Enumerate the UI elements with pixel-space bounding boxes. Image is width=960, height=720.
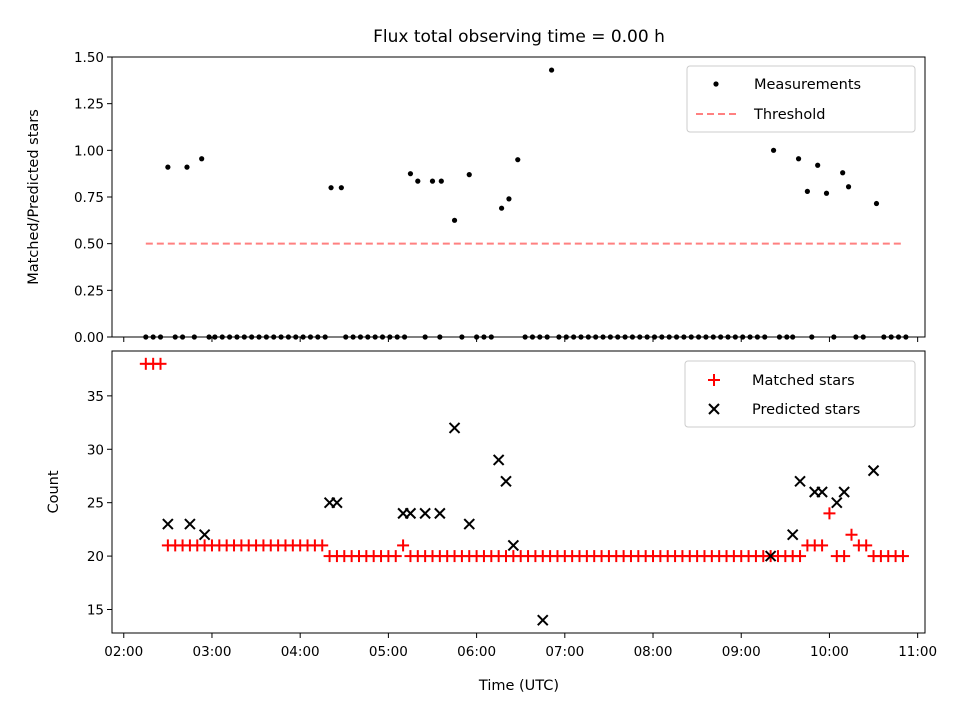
bottom-y-tick-label: 25 xyxy=(87,496,104,512)
matched-star-point xyxy=(860,539,872,551)
predicted-star-point xyxy=(200,530,210,540)
measurement-point xyxy=(846,184,851,189)
matched-star-point xyxy=(390,550,402,562)
top-y-axis-label: Matched/Predicted stars xyxy=(26,109,42,285)
measurement-point xyxy=(430,179,435,184)
top-y-tick-label: 0.50 xyxy=(74,237,104,253)
top-legend: Measurements Threshold xyxy=(687,66,915,132)
top-y-tick-label: 0.25 xyxy=(74,283,104,299)
bottom-y-tick-label: 30 xyxy=(87,442,104,458)
top-y-tick-label: 1.50 xyxy=(74,50,104,66)
predicted-star-point xyxy=(508,540,518,550)
measurement-point xyxy=(328,185,333,190)
legend-label-measurements: Measurements xyxy=(754,77,861,93)
predicted-star-point xyxy=(788,530,798,540)
measurement-point xyxy=(796,156,801,161)
matched-star-point xyxy=(155,358,167,370)
measurement-point xyxy=(408,171,413,176)
chart-title: Flux total observing time = 0.00 h xyxy=(373,27,665,47)
top-panel: 0.00 0.25 0.50 0.75 1.00 1.25 1.50 Matched/Pre… xyxy=(26,50,925,346)
measurement-point xyxy=(824,191,829,196)
bottom-y-tick-label: 20 xyxy=(87,549,104,565)
measurement-point xyxy=(339,185,344,190)
bottom-y-tick-label: 15 xyxy=(87,603,104,619)
predicted-star-point xyxy=(185,519,195,529)
bottom-y-axis-label: Count xyxy=(46,470,62,513)
measurement-point xyxy=(415,179,420,184)
predicted-star-point xyxy=(795,476,805,486)
measurement-point xyxy=(499,206,504,211)
matched-star-point xyxy=(823,507,835,519)
predicted-star-point xyxy=(435,508,445,518)
measurement-point xyxy=(439,179,444,184)
measurement-point xyxy=(549,67,554,72)
bottom-x-tick-label: 05:00 xyxy=(369,644,408,660)
measurement-point xyxy=(467,172,472,177)
bottom-x-tick-label: 09:00 xyxy=(722,644,761,660)
predicted-star-point xyxy=(464,519,474,529)
bottom-panel: 15 20 25 30 35 02:00 03:00 04:00 05:00 06:00 07:00… xyxy=(46,351,937,694)
predicted-star-point xyxy=(839,487,849,497)
bottom-x-tick-label: 07:00 xyxy=(545,644,584,660)
predicted-star-point xyxy=(163,519,173,529)
measurement-point xyxy=(815,163,820,168)
legend-label-predicted-stars: Predicted stars xyxy=(752,402,860,418)
predicted-star-point xyxy=(450,423,460,433)
measurement-point xyxy=(199,156,204,161)
measurement-point xyxy=(506,196,511,201)
measurement-point xyxy=(771,148,776,153)
bottom-x-tick-label: 10:00 xyxy=(810,644,849,660)
predicted-star-point xyxy=(405,508,415,518)
predicted-star-point xyxy=(538,615,548,625)
bottom-x-tick-label: 08:00 xyxy=(634,644,673,660)
bottom-x-tick-label: 04:00 xyxy=(281,644,320,660)
x-axis-label: Time (UTC) xyxy=(478,678,559,694)
predicted-star-point xyxy=(501,476,511,486)
measurement-point xyxy=(515,157,520,162)
figure: Flux total observing time = 0.00 h 0.000… xyxy=(0,0,960,720)
legend-marker-measurements xyxy=(713,81,718,86)
legend-label-threshold: Threshold xyxy=(753,107,825,123)
predicted-star-point xyxy=(494,455,504,465)
matched-star-point xyxy=(845,529,857,541)
bottom-x-tick-label: 02:00 xyxy=(104,644,143,660)
top-y-tick-label: 1.25 xyxy=(74,97,104,113)
matched-star-point xyxy=(816,539,828,551)
top-y-tick-label: 0.75 xyxy=(74,190,104,206)
matched-star-point xyxy=(838,550,850,562)
measurement-point xyxy=(452,218,457,223)
bottom-x-tick-label: 03:00 xyxy=(193,644,232,660)
legend-label-matched-stars: Matched stars xyxy=(752,373,855,389)
predicted-star-point xyxy=(332,498,342,508)
bottom-x-tick-label: 06:00 xyxy=(457,644,496,660)
measurement-point xyxy=(805,189,810,194)
predicted-star-point xyxy=(817,487,827,497)
bottom-legend: Matched stars Predicted stars xyxy=(685,361,915,427)
predicted-star-point xyxy=(420,508,430,518)
bottom-axes: 15 20 25 30 35 02:00 03:00 04:00 05:00 06:00 07:00… xyxy=(87,389,937,660)
top-y-tick-label: 1.00 xyxy=(74,143,104,159)
measurement-point xyxy=(184,165,189,170)
measurement-point xyxy=(874,201,879,206)
bottom-y-tick-label: 35 xyxy=(87,389,104,405)
bottom-x-tick-label: 11:00 xyxy=(898,644,937,660)
predicted-star-point xyxy=(869,466,879,476)
matched-star-point xyxy=(897,550,909,562)
matched-star-point xyxy=(316,539,328,551)
measurement-point xyxy=(840,170,845,175)
matched-star-point xyxy=(397,539,409,551)
measurement-point xyxy=(165,165,170,170)
matched-star-point xyxy=(794,550,806,562)
top-y-tick-label: 0.00 xyxy=(74,330,104,346)
predicted-star-point xyxy=(832,498,842,508)
